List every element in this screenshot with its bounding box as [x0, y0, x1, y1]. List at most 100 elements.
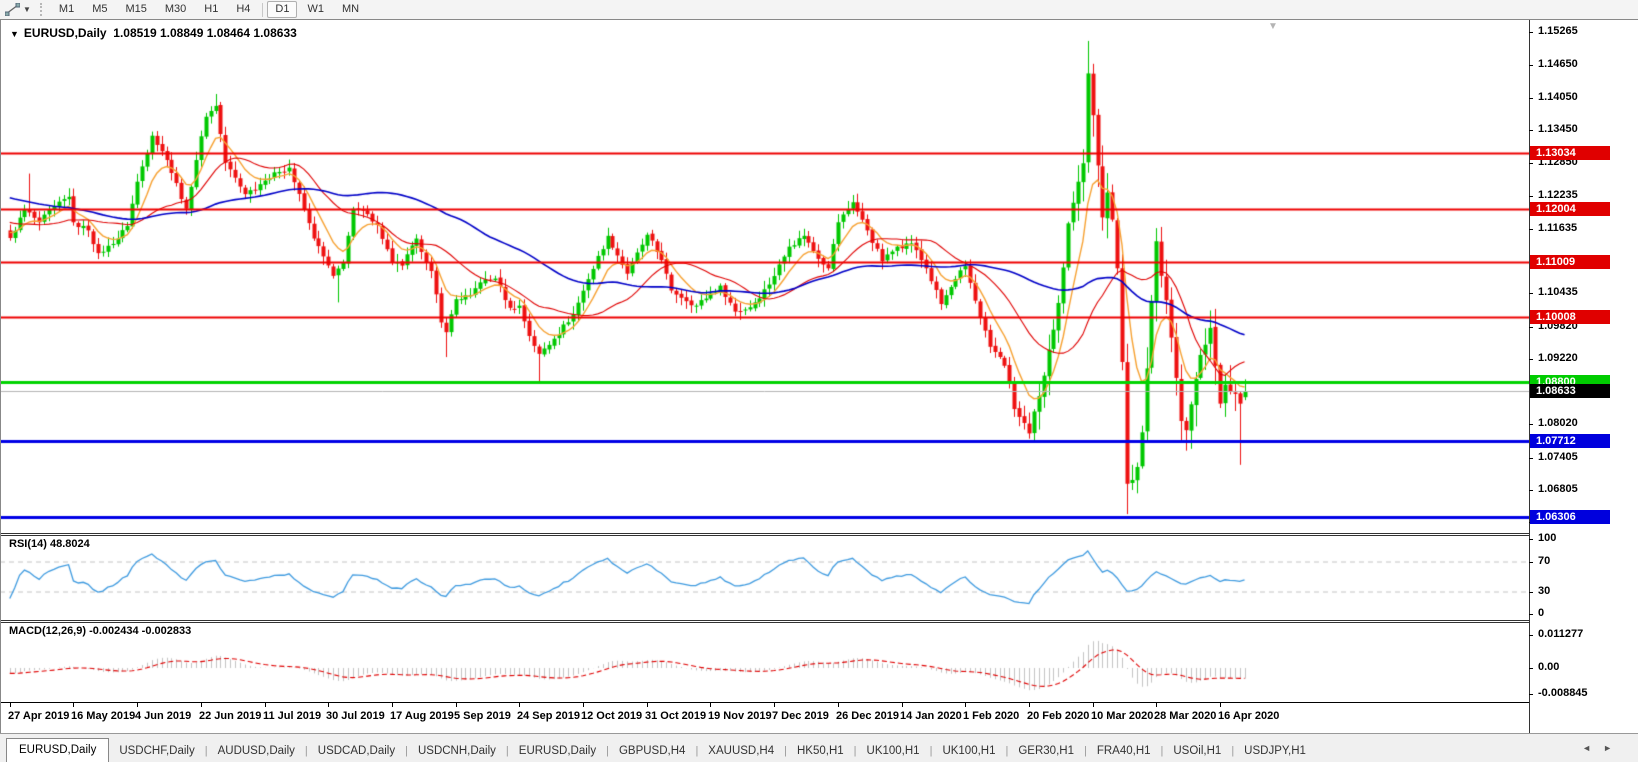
top-toolbar: ▼ M1 M5 M15 M30 H1 H4 D1 W1 MN [0, 0, 1638, 20]
chart-tab-eurusd-daily[interactable]: EURUSD,Daily [6, 738, 110, 762]
chart-symbol-label: EURUSD,Daily [23, 26, 107, 40]
chart-shift-marker-icon[interactable]: ▼ [1268, 21, 1278, 32]
rsi-panel-canvas[interactable] [0, 536, 1529, 620]
chart-tab-usdcad-daily[interactable]: USDCAD,Daily [317, 745, 396, 757]
date-axis-tick [1156, 703, 1157, 707]
date-tick-label: 30 Jul 2019 [326, 710, 385, 722]
date-tick-label: 24 Sep 2019 [517, 710, 580, 722]
date-tick-label: 14 Jan 2020 [900, 710, 962, 722]
date-axis-tick [137, 703, 138, 707]
price-line-badge: 1.06306 [1530, 510, 1610, 524]
date-axis-tick [1093, 703, 1094, 707]
chart-tab-xauusd-h4[interactable]: XAUUSD,H4 [708, 745, 775, 757]
chart-tab-hk50-h1[interactable]: HK50,H1 [796, 745, 844, 757]
chart-tab-usdjpy-h1[interactable]: USDJPY,H1 [1244, 745, 1306, 757]
chart-tab-audusd-daily[interactable]: AUDUSD,Daily [217, 745, 295, 757]
date-axis-tick [265, 703, 266, 707]
chart-tab-ger30-h1[interactable]: GER30,H1 [1018, 745, 1074, 757]
tab-scroll-right-icon[interactable]: ► [1603, 743, 1624, 753]
macd-axis-tick [1529, 694, 1533, 695]
rsi-axis-tick [1529, 614, 1533, 615]
chart-tab-eurusd-daily[interactable]: EURUSD,Daily [518, 745, 597, 757]
date-tick-label: 4 Jun 2019 [135, 710, 192, 722]
symbol-dropdown-icon[interactable]: ▼ [10, 29, 19, 39]
timeframe-button-h4[interactable]: H4 [236, 3, 251, 15]
date-tick-label: 16 May 2019 [71, 710, 136, 722]
price-axis-tick [1529, 359, 1533, 360]
tab-separator: | [606, 745, 609, 757]
tab-scroll-left-icon[interactable]: ◄ [1582, 743, 1604, 753]
chart-tab-usdchf-daily[interactable]: USDCHF,Daily [119, 745, 195, 757]
tab-separator: | [204, 745, 208, 757]
tool-dropdown-arrow-icon[interactable]: ▼ [23, 5, 31, 14]
date-axis-tick [965, 703, 966, 707]
timeframe-button-w1[interactable]: W1 [307, 3, 324, 15]
price-tick-label: 1.07405 [1538, 451, 1578, 463]
date-tick-label: 5 Sep 2019 [454, 710, 511, 722]
timeframe-button-m1[interactable]: M1 [58, 3, 75, 15]
date-tick-label: 10 Mar 2020 [1091, 710, 1154, 722]
chart-tab-usdcnh-daily[interactable]: USDCNH,Daily [417, 745, 496, 757]
rsi-tick-label: 70 [1538, 555, 1551, 567]
date-axis-tick [838, 703, 839, 707]
date-axis-tick [647, 703, 648, 707]
date-axis-tick [1220, 703, 1221, 707]
tab-separator: | [784, 745, 787, 757]
chart-ohlc-values: 1.08519 1.08849 1.08464 1.08633 [113, 26, 297, 40]
tab-separator: | [1005, 745, 1009, 757]
rsi-tick-label: 30 [1538, 585, 1551, 597]
price-axis-tick [1529, 458, 1533, 459]
price-tick-label: 1.08020 [1538, 417, 1578, 429]
price-tick-label: 1.14650 [1538, 58, 1578, 70]
price-tick-label: 1.14050 [1538, 91, 1578, 103]
chart-tab-fra40-h1[interactable]: FRA40,H1 [1096, 745, 1151, 757]
rsi-axis-tick [1529, 562, 1533, 563]
chart-tab-uk100-h1[interactable]: UK100,H1 [866, 745, 920, 757]
price-line-badge: 1.13034 [1530, 146, 1610, 160]
macd-axis-tick [1529, 668, 1533, 669]
price-line-badge: 1.08633 [1530, 384, 1610, 398]
timeframe-button-d1[interactable]: D1 [267, 1, 298, 18]
macd-panel-canvas[interactable] [0, 622, 1529, 702]
timeframe-button-m5[interactable]: M5 [92, 3, 108, 15]
date-axis-tick [73, 703, 74, 707]
price-line-badge: 1.07712 [1530, 434, 1610, 448]
tab-separator: | [929, 745, 933, 757]
chart-tab-uk100-h1[interactable]: UK100,H1 [942, 745, 996, 757]
price-tick-label: 1.06805 [1538, 483, 1578, 495]
timeframe-button-mn[interactable]: MN [341, 3, 360, 15]
date-tick-label: 26 Dec 2019 [836, 710, 899, 722]
tab-separator: | [304, 745, 308, 757]
timeframe-button-m15[interactable]: M15 [125, 3, 147, 15]
rsi-indicator-label: RSI(14) 48.8024 [9, 538, 90, 550]
macd-tick-label: 0.011277 [1538, 628, 1584, 640]
toolbar-grip[interactable] [39, 3, 45, 16]
date-axis-tick [201, 703, 202, 707]
rsi-tick-label: 0 [1538, 607, 1545, 619]
price-axis-tick [1529, 32, 1533, 33]
date-axis-tick [1029, 703, 1030, 707]
tab-separator: | [505, 745, 509, 757]
price-axis-tick [1529, 424, 1533, 425]
date-axis-tick [902, 703, 903, 707]
chart-tab-usoil-h1[interactable]: USOil,H1 [1173, 745, 1222, 757]
rsi-axis-tick [1529, 539, 1533, 540]
price-tick-label: 1.09220 [1538, 352, 1578, 364]
price-axis-tick [1529, 293, 1533, 294]
macd-tick-label: 0.00 [1538, 661, 1560, 673]
timeframe-button-h1[interactable]: H1 [204, 3, 219, 15]
price-axis-tick [1529, 65, 1533, 66]
chart-tab-gbpusd-h4[interactable]: GBPUSD,H4 [618, 745, 686, 757]
price-axis-tick [1529, 327, 1533, 328]
timeframe-button-m30[interactable]: M30 [164, 3, 187, 15]
chart-tab-bar: EURUSD,Daily USDCHF,Daily | AUDUSD,Daily | US… [0, 733, 1638, 762]
price-chart-canvas[interactable] [0, 20, 1529, 534]
date-tick-label: 27 Apr 2019 [8, 710, 70, 722]
macd-indicator-label: MACD(12,26,9) -0.002434 -0.002833 [9, 625, 192, 637]
price-axis-tick [1529, 130, 1533, 131]
date-axis-tick [583, 703, 584, 707]
trendline-tool-icon[interactable] [3, 2, 21, 17]
price-line-badge: 1.12004 [1530, 202, 1610, 216]
date-tick-label: 20 Feb 2020 [1027, 710, 1090, 722]
date-tick-label: 17 Aug 2019 [390, 710, 454, 722]
